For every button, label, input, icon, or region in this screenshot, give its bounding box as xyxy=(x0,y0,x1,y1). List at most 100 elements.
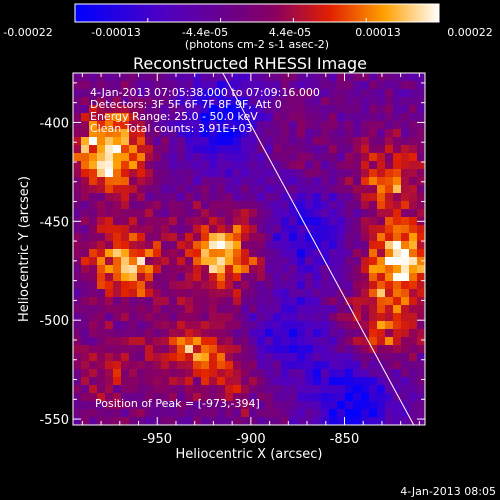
image-pixel xyxy=(201,353,210,362)
image-pixel xyxy=(369,321,378,330)
image-pixel xyxy=(337,369,346,378)
image-pixel xyxy=(89,169,98,178)
image-pixel xyxy=(265,329,274,338)
image-pixel xyxy=(73,393,82,402)
image-pixel xyxy=(241,385,250,394)
image-pixel xyxy=(225,377,234,386)
image-pixel xyxy=(265,177,274,186)
image-pixel xyxy=(289,281,298,290)
image-pixel xyxy=(129,313,138,322)
image-pixel xyxy=(417,417,425,425)
image-pixel xyxy=(201,113,210,122)
image-pixel xyxy=(193,241,202,250)
image-pixel xyxy=(121,145,130,154)
image-pixel xyxy=(313,313,322,322)
image-pixel xyxy=(257,169,266,178)
image-pixel xyxy=(185,81,194,90)
image-pixel xyxy=(233,321,242,330)
image-pixel xyxy=(217,417,226,425)
image-pixel xyxy=(297,385,306,394)
image-pixel xyxy=(201,393,210,402)
image-pixel xyxy=(73,361,82,370)
image-pixel xyxy=(89,385,98,394)
image-pixel xyxy=(81,113,90,122)
image-pixel xyxy=(209,313,218,322)
image-pixel xyxy=(361,321,370,330)
image-pixel xyxy=(89,249,98,258)
image-pixel xyxy=(385,385,394,394)
image-pixel xyxy=(329,345,338,354)
image-pixel xyxy=(185,385,194,394)
image-pixel xyxy=(281,377,290,386)
image-pixel xyxy=(113,129,122,138)
image-pixel xyxy=(185,233,194,242)
image-pixel xyxy=(193,297,202,306)
image-pixel xyxy=(209,273,218,282)
image-pixel xyxy=(233,305,242,314)
image-pixel xyxy=(417,337,425,346)
image-pixel xyxy=(321,81,330,90)
image-pixel xyxy=(393,81,402,90)
image-pixel xyxy=(113,169,122,178)
image-pixel xyxy=(297,153,306,162)
image-pixel xyxy=(201,225,210,234)
image-pixel xyxy=(377,321,386,330)
image-pixel xyxy=(185,249,194,258)
image-pixel xyxy=(313,345,322,354)
image-pixel xyxy=(209,377,218,386)
image-pixel xyxy=(241,393,250,402)
image-pixel xyxy=(417,353,425,362)
image-pixel xyxy=(297,217,306,226)
image-pixel xyxy=(153,137,162,146)
image-pixel xyxy=(233,393,242,402)
image-pixel xyxy=(289,313,298,322)
image-pixel xyxy=(233,249,242,258)
image-pixel xyxy=(137,281,146,290)
image-pixel xyxy=(73,281,82,290)
image-pixel xyxy=(89,337,98,346)
image-pixel xyxy=(241,217,250,226)
image-pixel xyxy=(169,417,178,425)
image-pixel xyxy=(313,233,322,242)
x-tick-label: -850 xyxy=(330,432,360,447)
image-pixel xyxy=(281,97,290,106)
image-pixel xyxy=(337,113,346,122)
image-pixel xyxy=(113,289,122,298)
colorbar: -0.00022 -0.00013 -4.4e-05 4.4e-05 0.00013 0.… xyxy=(3,3,493,51)
image-pixel xyxy=(137,73,146,82)
image-pixel xyxy=(385,177,394,186)
image-pixel xyxy=(393,185,402,194)
image-pixel xyxy=(193,273,202,282)
image-pixel xyxy=(121,105,130,114)
image-pixel xyxy=(385,273,394,282)
image-pixel xyxy=(105,409,114,418)
image-pixel xyxy=(345,81,354,90)
image-pixel xyxy=(329,337,338,346)
image-pixel xyxy=(417,385,425,394)
image-pixel xyxy=(201,121,210,130)
image-pixel xyxy=(281,113,290,122)
image-pixel xyxy=(89,329,98,338)
image-pixel xyxy=(113,329,122,338)
image-pixel xyxy=(409,201,418,210)
image-pixel xyxy=(241,177,250,186)
image-pixel xyxy=(137,105,146,114)
image-pixel xyxy=(329,105,338,114)
image-pixel xyxy=(289,169,298,178)
image-pixel xyxy=(345,329,354,338)
image-pixel xyxy=(297,273,306,282)
image-pixel xyxy=(225,337,234,346)
image-pixel xyxy=(377,385,386,394)
image-pixel xyxy=(393,105,402,114)
image-pixel xyxy=(353,185,362,194)
image-pixel xyxy=(225,321,234,330)
image-pixel xyxy=(321,185,330,194)
image-pixel xyxy=(305,153,314,162)
image-pixel xyxy=(337,289,346,298)
image-pixel xyxy=(129,401,138,410)
image-pixel xyxy=(137,193,146,202)
image-pixel xyxy=(97,161,106,170)
image-pixel xyxy=(353,81,362,90)
image-pixel xyxy=(289,177,298,186)
image-pixel xyxy=(169,193,178,202)
